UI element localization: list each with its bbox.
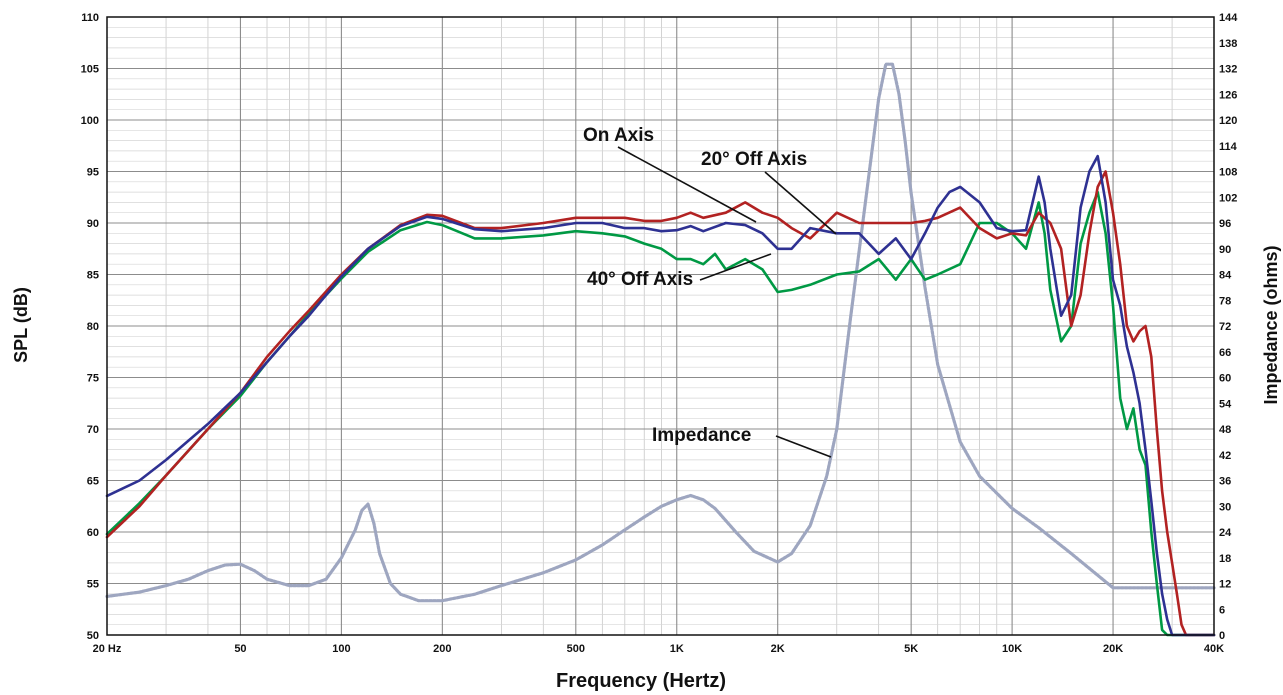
y2-tick-label: 126 [1219, 89, 1237, 101]
x-tick-label: 20 Hz [93, 643, 122, 655]
x-tick-label: 5K [904, 643, 918, 655]
y-tick-label: 60 [87, 527, 99, 539]
y2-tick-label: 6 [1219, 604, 1225, 616]
y2-tick-label: 96 [1219, 218, 1231, 230]
y2-tick-label: 36 [1219, 476, 1231, 488]
x-tick-label: 200 [433, 643, 451, 655]
x-tick-label: 500 [567, 643, 585, 655]
y2-tick-label: 138 [1219, 38, 1237, 50]
y2-tick-label: 30 [1219, 501, 1231, 513]
x-tick-label: 50 [234, 643, 246, 655]
y-tick-label: 65 [87, 476, 99, 488]
y2-tick-label: 144 [1219, 12, 1238, 24]
y2-tick-label: 84 [1219, 270, 1232, 282]
y-tick-label: 110 [81, 12, 99, 24]
x-tick-label: 100 [332, 643, 350, 655]
y2-tick-label: 78 [1219, 295, 1231, 307]
series-line-20-off-axis [105, 154, 1216, 637]
x-tick-labels: 20 Hz 50 100 200 500 1K 2K 5K 10K 20K 40K [93, 643, 1225, 655]
y2-tick-labels: 0 6 12 18 24 30 36 42 48 54 60 66 72 78 84 90 96 102 108 11… [1219, 12, 1238, 642]
y2-tick-label: 60 [1219, 373, 1231, 385]
y-tick-label: 80 [87, 321, 99, 333]
x-tick-label: 20K [1103, 643, 1123, 655]
y2-tick-label: 42 [1219, 450, 1231, 462]
y2-tick-label: 72 [1219, 321, 1231, 333]
y2-tick-label: 90 [1219, 244, 1231, 256]
y2-tick-label: 54 [1219, 398, 1232, 410]
annotation-leader-line [775, 435, 832, 458]
y2-tick-label: 12 [1219, 579, 1231, 591]
x-tick-label: 1K [670, 643, 684, 655]
y2-tick-label: 120 [1219, 115, 1237, 127]
annotation-40-off-axis: 40° Off Axis [587, 269, 693, 290]
y-tick-label: 55 [87, 579, 99, 591]
series-line-40-off-axis [105, 190, 1216, 637]
series-layer [105, 62, 1216, 637]
y-axis-title: SPL (dB) [11, 287, 31, 363]
annotation-20-off-axis: 20° Off Axis [701, 149, 807, 170]
y2-tick-label: 114 [1219, 141, 1238, 153]
y2-tick-label: 48 [1219, 424, 1231, 436]
y2-tick-label: 24 [1219, 527, 1232, 539]
major-gridlines [107, 17, 1214, 635]
y2-tick-label: 66 [1219, 347, 1231, 359]
plot-frame [106, 16, 1215, 636]
y-tick-label: 90 [87, 218, 99, 230]
y-tick-label: 85 [87, 270, 99, 282]
y-tick-label: 95 [87, 167, 99, 179]
y2-axis-title: Impedance (ohms) [1261, 245, 1281, 404]
annotation-impedance: Impedance [652, 425, 751, 446]
annotation-leader-line [617, 146, 757, 223]
y2-tick-label: 108 [1219, 167, 1237, 179]
y2-tick-label: 18 [1219, 553, 1231, 565]
annotation-leader-line [764, 171, 837, 235]
annotation-leader-line [699, 253, 772, 281]
y2-tick-label: 102 [1219, 192, 1237, 204]
y-tick-label: 75 [87, 373, 99, 385]
y2-tick-label: 0 [1219, 630, 1225, 642]
y2-tick-label: 132 [1219, 64, 1237, 76]
y-tick-label: 100 [81, 115, 99, 127]
y-tick-label: 50 [87, 630, 99, 642]
x-tick-label: 40K [1204, 643, 1224, 655]
x-tick-label: 2K [771, 643, 785, 655]
x-tick-label: 10K [1002, 643, 1022, 655]
series-line-on-axis [105, 170, 1216, 637]
y-tick-label: 70 [87, 424, 99, 436]
y-tick-label: 105 [81, 64, 99, 76]
y-tick-labels: 50 55 60 65 70 75 80 85 90 95 100 105 110 [81, 12, 99, 642]
annotation-on-axis: On Axis [583, 125, 654, 146]
series-line-impedance [105, 62, 1216, 603]
annotation-leaders [617, 146, 837, 458]
x-axis-title: Frequency (Hertz) [556, 670, 726, 692]
